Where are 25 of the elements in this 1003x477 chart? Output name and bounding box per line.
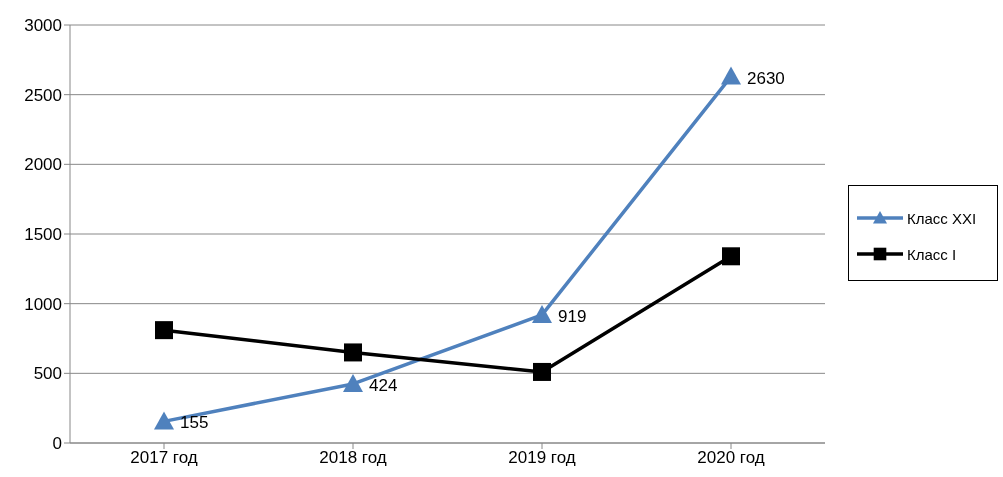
data-label: 155 bbox=[180, 413, 209, 433]
y-tick-label: 1000 bbox=[24, 294, 62, 314]
y-tick-label: 2500 bbox=[24, 85, 62, 105]
x-tick-label: 2020 год bbox=[697, 448, 765, 468]
point bbox=[533, 362, 551, 381]
x-tick-label: 2019 год bbox=[508, 448, 576, 468]
x-tick-label: 2018 год bbox=[319, 448, 387, 468]
point bbox=[532, 304, 552, 323]
y-tick-label: 0 bbox=[52, 434, 62, 454]
point bbox=[721, 66, 741, 85]
x-tick-label: 2017 год bbox=[130, 448, 198, 468]
y-tick-label: 2000 bbox=[24, 155, 62, 175]
legend-label: Класс I bbox=[907, 245, 957, 263]
data-label: 919 bbox=[558, 306, 587, 326]
point bbox=[154, 411, 174, 430]
point bbox=[343, 373, 363, 392]
point bbox=[344, 343, 362, 362]
data-label: 424 bbox=[369, 375, 398, 395]
y-tick-label: 500 bbox=[33, 364, 62, 384]
point bbox=[722, 247, 740, 266]
data-label: 2630 bbox=[747, 68, 785, 88]
legend-label: Класс XXI bbox=[907, 209, 977, 227]
point bbox=[155, 321, 173, 340]
y-tick-label: 3000 bbox=[24, 16, 62, 36]
y-tick-label: 1500 bbox=[24, 225, 62, 245]
